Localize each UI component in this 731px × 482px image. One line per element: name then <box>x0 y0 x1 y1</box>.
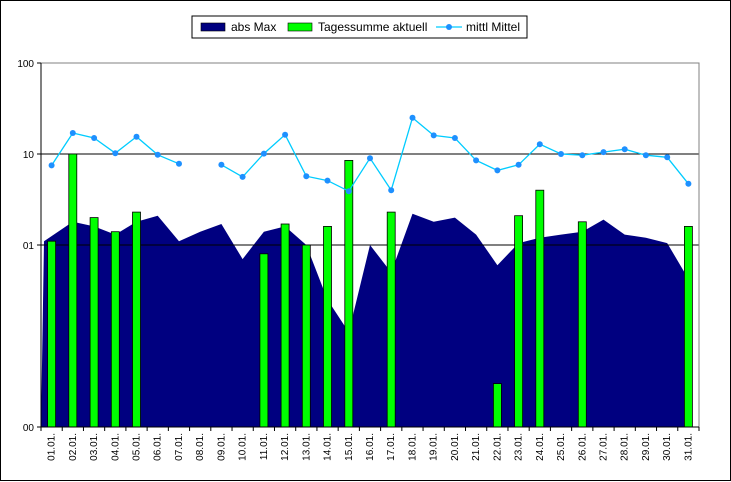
x-tick-label: 20.01. <box>450 433 461 461</box>
x-tick-label: 02.01. <box>68 433 79 461</box>
bar-04.01. <box>110 231 120 428</box>
x-tick-label: 11.01. <box>259 433 270 460</box>
plot-area <box>40 62 700 428</box>
point-05.01. <box>133 133 140 140</box>
x-tick-label: 08.01. <box>195 433 206 461</box>
x-tick-label: 13.01. <box>301 433 312 461</box>
x-tick-label: 03.01. <box>89 433 100 461</box>
point-14.01. <box>324 177 331 184</box>
x-tick-label: 28.01. <box>620 433 631 461</box>
x-tick-label: 21.01. <box>471 433 482 461</box>
bar-05.01. <box>132 211 141 428</box>
x-tick-label: 30.01. <box>662 433 673 461</box>
legend: abs Max Tagessumme aktuell mittl Mittel <box>191 15 528 39</box>
y-tick-label: 00 <box>23 423 35 434</box>
x-tick-label: 23.01. <box>514 433 525 461</box>
x-tick-label: 10.01. <box>238 433 249 461</box>
legend-label: abs Max <box>231 20 276 34</box>
area-abs-max <box>41 213 687 427</box>
point-06.01. <box>154 151 161 158</box>
point-18.01. <box>409 114 416 121</box>
bar-17.01. <box>386 211 396 428</box>
x-tick-label: 31.01. <box>683 433 694 461</box>
bar-26.01. <box>577 221 587 428</box>
x-tick-label: 24.01. <box>535 433 546 461</box>
legend-swatch-abs-max <box>200 22 226 32</box>
y-tick-label: 10 <box>23 150 35 161</box>
legend-box <box>191 15 528 39</box>
point-09.01. <box>218 161 225 168</box>
bar-12.01. <box>280 223 290 428</box>
bar-11.01. <box>259 253 269 428</box>
x-tick-label: 18.01. <box>407 433 418 461</box>
bar-13.01. <box>301 244 311 428</box>
x-tick-label: 19.01. <box>429 433 440 461</box>
legend-label: mittl Mittel <box>466 20 520 34</box>
x-tick-label: 05.01. <box>132 433 143 461</box>
x-tick-label: 16.01. <box>365 433 376 461</box>
x-tick-label: 29.01. <box>641 433 652 461</box>
legend-swatch-tagessumme <box>287 22 313 32</box>
point-31.01. <box>685 180 692 187</box>
y-tick-label: 01 <box>23 241 35 252</box>
x-tick-label: 25.01. <box>556 433 567 461</box>
x-axis: 01.01. 02.01. 03.01. 04.01. 05.01. 06.01. 07.0… <box>40 426 700 461</box>
point-22.01. <box>494 167 501 174</box>
point-13.01. <box>303 173 310 180</box>
x-tick-label: 09.01. <box>216 433 227 461</box>
bar-01.01. <box>47 240 56 428</box>
point-01.01. <box>48 162 55 169</box>
point-26.01. <box>579 152 586 159</box>
point-25.01. <box>558 151 564 157</box>
bar-15.01. <box>344 159 354 428</box>
point-29.01. <box>642 152 649 159</box>
bar-23.01. <box>514 215 523 428</box>
point-20.01. <box>451 135 458 141</box>
bar-14.01. <box>323 225 332 428</box>
x-tick-label: 12.01. <box>280 433 291 461</box>
x-tick-label: 26.01. <box>577 433 588 461</box>
point-15.01. <box>345 188 352 195</box>
point-02.01. <box>69 130 76 136</box>
point-10.01. <box>239 173 246 180</box>
x-tick-label: 01.01. <box>47 433 58 461</box>
point-27.01. <box>600 149 607 156</box>
x-tick-label: 06.01. <box>153 433 164 461</box>
x-tick-label: 17.01. <box>386 433 397 461</box>
point-16.01. <box>367 155 373 162</box>
point-03.01. <box>91 135 98 141</box>
bar-22.01. <box>492 383 502 428</box>
point-28.01. <box>621 146 628 153</box>
bar-02.01. <box>68 153 78 428</box>
bar-03.01. <box>89 217 99 428</box>
point-19.01. <box>430 132 437 139</box>
x-tick-label: 14.01. <box>323 433 334 461</box>
point-07.01. <box>176 160 182 167</box>
x-tick-label: 22.01. <box>492 433 503 461</box>
point-12.01. <box>282 131 289 138</box>
bar-31.01. <box>684 225 693 428</box>
point-24.01. <box>536 141 543 148</box>
point-17.01. <box>388 187 395 194</box>
point-11.01. <box>260 150 267 157</box>
x-tick-label: 07.01. <box>174 433 185 461</box>
y-tick-label: 100 <box>17 59 34 70</box>
x-tick-label: 04.01. <box>110 433 121 461</box>
x-tick-label: 15.01. <box>344 433 355 461</box>
legend-marker-mittl-mittel <box>446 24 452 30</box>
point-21.01. <box>473 157 480 164</box>
point-04.01. <box>112 150 119 157</box>
point-30.01. <box>664 154 671 161</box>
point-23.01. <box>515 161 522 168</box>
x-tick-label: 27.01. <box>598 433 609 461</box>
bar-24.01. <box>535 189 545 428</box>
legend-label: Tagessumme aktuell <box>318 20 427 34</box>
